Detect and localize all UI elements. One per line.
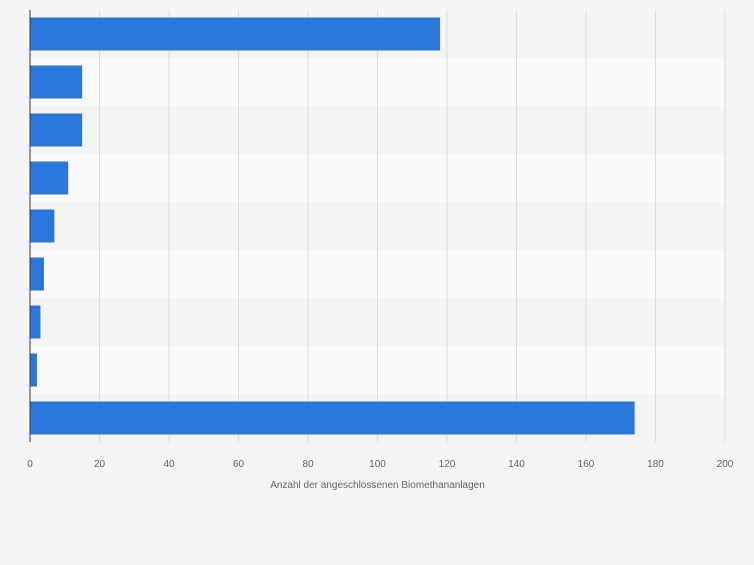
x-tick-label: 180 bbox=[647, 459, 664, 470]
bar[interactable] bbox=[30, 65, 83, 99]
bar[interactable] bbox=[30, 257, 44, 291]
gridlines bbox=[99, 10, 726, 442]
bar[interactable] bbox=[30, 161, 69, 195]
x-tick-label: 140 bbox=[508, 459, 525, 470]
bar[interactable] bbox=[30, 401, 635, 435]
bar[interactable] bbox=[30, 305, 41, 339]
bars bbox=[30, 17, 635, 435]
x-tick-label: 40 bbox=[163, 459, 175, 470]
bar[interactable] bbox=[30, 353, 37, 387]
x-tick-labels: 0 20 40 60 80 100 120 140 160 180 200 bbox=[27, 459, 734, 470]
bar[interactable] bbox=[30, 113, 83, 147]
x-tick-label: 160 bbox=[578, 459, 595, 470]
x-tick-label: 100 bbox=[369, 459, 386, 470]
bar[interactable] bbox=[30, 17, 441, 51]
x-tick-label: 0 bbox=[27, 459, 33, 470]
x-tick-label: 60 bbox=[233, 459, 245, 470]
x-tick-label: 120 bbox=[439, 459, 456, 470]
bar[interactable] bbox=[30, 209, 55, 243]
x-axis-label: Anzahl der angeschlossenen Biomethananla… bbox=[270, 480, 485, 491]
x-tick-label: 20 bbox=[94, 459, 106, 470]
x-tick-label: 200 bbox=[717, 459, 734, 470]
x-tick-label: 80 bbox=[302, 459, 314, 470]
